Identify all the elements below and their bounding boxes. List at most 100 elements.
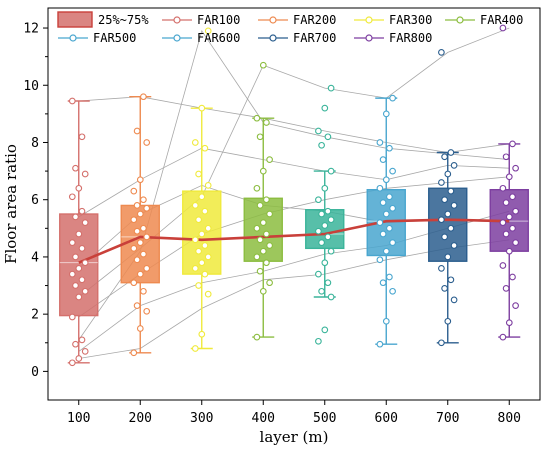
- data-point-700: [441, 285, 448, 292]
- data-point-400: [256, 236, 264, 244]
- legend-label: FAR500: [93, 31, 136, 45]
- data-point-300: [195, 170, 202, 178]
- y-tick-label: 0: [31, 365, 39, 380]
- data-point-400: [266, 210, 273, 218]
- data-point-100: [78, 276, 86, 284]
- legend-marker: [173, 34, 181, 42]
- data-point-100: [68, 313, 76, 321]
- data-point-100: [72, 282, 79, 289]
- axes: 0 2 4 6 8 10 12 100 200 300 400 500 600 700 800: [23, 22, 521, 426]
- data-points: [68, 24, 519, 367]
- data-point-200: [130, 216, 138, 224]
- data-point-400: [259, 167, 267, 175]
- data-point-400: [266, 156, 273, 163]
- legend-item-far200: FAR200: [258, 13, 336, 27]
- data-point-800: [509, 273, 516, 281]
- data-point-600: [386, 273, 393, 281]
- data-point-300: [198, 193, 206, 201]
- data-point-200: [130, 279, 138, 287]
- series-line-far700: [78, 147, 510, 218]
- data-point-400: [263, 259, 270, 267]
- data-point-100: [81, 170, 89, 178]
- data-point-700: [450, 296, 458, 304]
- data-point-500: [324, 207, 332, 215]
- data-point-500: [324, 133, 332, 141]
- data-point-300: [195, 216, 202, 224]
- data-point-200: [143, 204, 151, 212]
- data-point-800: [499, 333, 507, 341]
- data-point-400: [253, 333, 261, 341]
- data-point-800: [499, 184, 507, 192]
- data-point-200: [130, 187, 138, 195]
- data-point-700: [441, 196, 448, 204]
- data-point-700: [447, 187, 455, 195]
- x-tick-label: 200: [129, 411, 152, 426]
- data-point-300: [201, 207, 209, 215]
- data-point-200: [136, 176, 144, 184]
- data-point-300: [204, 253, 212, 261]
- data-point-700: [450, 202, 458, 209]
- legend-marker: [269, 34, 277, 42]
- data-point-400: [259, 61, 267, 69]
- y-tick-label: 12: [23, 22, 39, 37]
- data-point-600: [389, 167, 396, 175]
- data-point-100: [75, 230, 83, 238]
- data-point-800: [505, 319, 513, 327]
- x-tick-label: 700: [436, 411, 459, 426]
- legend-label: FAR300: [389, 13, 432, 27]
- data-point-800: [499, 24, 507, 32]
- data-point-300: [191, 139, 199, 146]
- data-point-100: [81, 219, 89, 226]
- data-point-200: [133, 202, 141, 209]
- legend-item-far400: FAR400: [445, 13, 523, 27]
- y-tick-label: 8: [31, 136, 39, 151]
- data-point-100: [78, 336, 86, 344]
- data-point-200: [133, 302, 141, 309]
- data-point-100: [72, 340, 79, 348]
- data-point-500: [324, 279, 332, 287]
- data-point-600: [386, 224, 393, 232]
- data-point-800: [499, 219, 507, 226]
- y-tick-label: 4: [31, 250, 39, 265]
- plot-frame: [47, 7, 541, 401]
- box-200: [120, 96, 160, 354]
- data-point-600: [389, 287, 396, 295]
- data-point-700: [444, 210, 452, 218]
- data-point-400: [263, 196, 270, 204]
- data-point-400: [259, 219, 267, 226]
- data-point-200: [140, 250, 147, 258]
- data-point-500: [327, 293, 335, 301]
- data-point-300: [201, 144, 209, 152]
- data-point-200: [136, 210, 144, 218]
- data-point-600: [376, 340, 384, 348]
- data-point-600: [386, 193, 393, 201]
- iqr-box-100: [59, 213, 99, 317]
- data-point-100: [68, 270, 76, 278]
- data-point-300: [191, 345, 199, 352]
- data-point-800: [509, 193, 516, 201]
- data-point-600: [376, 219, 384, 226]
- data-point-200: [130, 245, 138, 252]
- y-axis-title: Floor area ratio: [2, 144, 20, 264]
- data-point-200: [140, 287, 147, 295]
- legend-item-far500: FAR500: [58, 31, 136, 45]
- data-point-800: [502, 285, 510, 292]
- data-point-300: [204, 290, 212, 298]
- data-point-600: [389, 94, 396, 102]
- data-point-700: [447, 276, 455, 284]
- legend-item-far100: FAR100: [162, 13, 240, 27]
- y-tick-label: 2: [31, 308, 39, 323]
- data-point-200: [136, 325, 144, 332]
- data-point-100: [68, 193, 76, 201]
- data-point-400: [266, 242, 273, 249]
- data-point-800: [509, 224, 516, 232]
- data-point-300: [195, 282, 202, 289]
- data-point-700: [441, 153, 448, 161]
- y-tick-label: 10: [23, 79, 39, 94]
- data-point-400: [263, 119, 270, 126]
- legend-label: FAR700: [293, 31, 336, 45]
- data-point-200: [140, 196, 147, 204]
- data-point-400: [263, 230, 270, 238]
- data-point-200: [143, 265, 151, 272]
- data-point-500: [321, 326, 329, 334]
